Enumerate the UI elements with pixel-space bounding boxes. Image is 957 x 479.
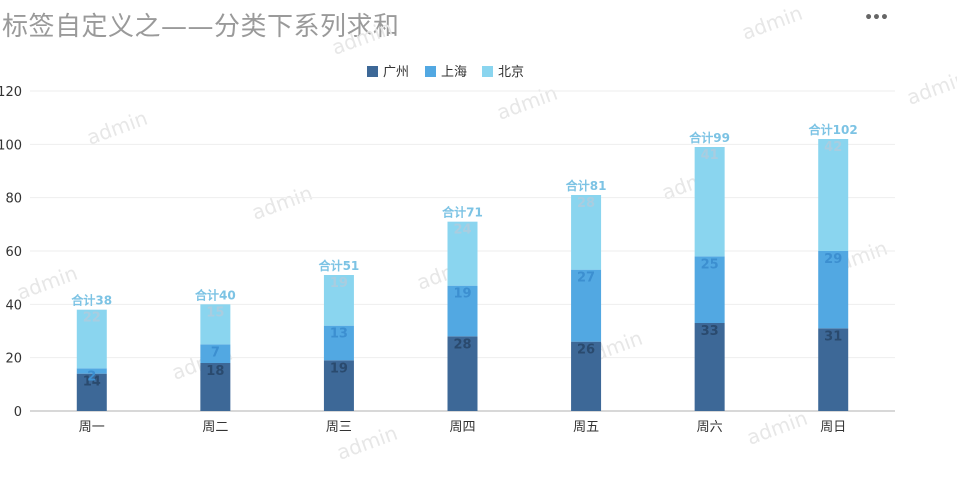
bar-segment [200, 363, 231, 411]
bar-segment [818, 251, 849, 329]
bar-value-label: 27 [577, 271, 595, 286]
x-category-label: 周四 [449, 420, 475, 435]
total-label: 合计40 [195, 287, 236, 302]
legend-label: 广州 [383, 65, 409, 80]
total-label: 合计99 [689, 130, 730, 145]
total-label: 合计81 [566, 178, 607, 193]
y-tick-label: 120 [0, 85, 22, 100]
x-category-label: 周一 [79, 420, 105, 435]
chart-title: 标签自定义之——分类下系列求和 [2, 12, 400, 42]
watermark: admin [494, 81, 561, 125]
bar-value-label: 42 [824, 140, 842, 155]
watermark: admin [249, 181, 316, 225]
x-category-label: 周二 [202, 420, 228, 435]
bar-value-label: 7 [211, 345, 220, 360]
bar-segment [571, 341, 602, 411]
bar-value-label: 28 [453, 337, 471, 352]
bar-value-label: 33 [701, 324, 719, 339]
x-category-label: 周日 [820, 420, 846, 435]
bar-segment [818, 328, 849, 411]
total-label: 合计38 [71, 293, 112, 308]
bar-segment [447, 336, 478, 411]
bar-value-label: 22 [83, 311, 101, 326]
bar-segment [694, 256, 725, 323]
bar-segment [571, 269, 602, 342]
total-label: 合计102 [809, 122, 858, 137]
bar-segment [447, 221, 478, 286]
bar-segment [447, 285, 478, 337]
bar-segment [694, 323, 725, 411]
bar-value-label: 41 [701, 148, 719, 163]
bar-segment [694, 147, 725, 257]
y-tick-label: 40 [5, 298, 22, 313]
legend-label: 上海 [441, 65, 467, 80]
bar-segment [818, 139, 849, 251]
bar-value-label: 24 [453, 223, 471, 238]
legend-label: 北京 [498, 65, 524, 80]
bar-value-label: 26 [577, 343, 595, 358]
y-tick-label: 100 [0, 138, 22, 153]
bar-value-label: 29 [824, 252, 842, 267]
total-label: 合计71 [442, 205, 483, 220]
total-label: 合计51 [319, 258, 360, 273]
bar-segment [200, 304, 231, 345]
y-tick-label: 80 [5, 192, 22, 207]
bar-segment [323, 275, 354, 326]
watermark: admin [904, 66, 957, 110]
bar-segment [323, 360, 354, 411]
bar-segment [323, 325, 354, 361]
bar-value-label: 25 [701, 257, 719, 272]
watermark: admin [744, 406, 811, 450]
bar-value-label: 2 [87, 369, 96, 384]
y-tick-label: 0 [14, 405, 22, 420]
y-tick-label: 20 [5, 352, 22, 367]
bar-segment [571, 195, 602, 270]
x-category-label: 周五 [573, 420, 599, 435]
bar-value-label: 15 [206, 305, 224, 320]
bar-value-label: 31 [824, 329, 842, 344]
legend-swatch [367, 66, 378, 77]
legend-swatch [425, 66, 436, 77]
x-category-label: 周三 [326, 420, 352, 435]
bar-value-label: 19 [330, 276, 348, 291]
bar-value-label: 18 [206, 364, 224, 379]
more-options-icon[interactable]: ••• [864, 10, 889, 26]
bar-value-label: 14 [83, 375, 101, 390]
bar-value-label: 19 [453, 287, 471, 302]
bar-segment [76, 373, 107, 411]
bar-value-label: 28 [577, 196, 595, 211]
x-category-label: 周六 [697, 420, 723, 435]
bar-value-label: 13 [330, 327, 348, 342]
watermark: admin [84, 106, 151, 150]
bar-segment [76, 368, 107, 374]
legend-swatch [482, 66, 493, 77]
bar-segment [76, 309, 107, 369]
watermark: admin [739, 1, 806, 45]
watermark: admin [329, 16, 396, 60]
bar-segment [200, 344, 231, 363]
bar-value-label: 19 [330, 361, 348, 376]
y-tick-label: 60 [5, 245, 22, 260]
